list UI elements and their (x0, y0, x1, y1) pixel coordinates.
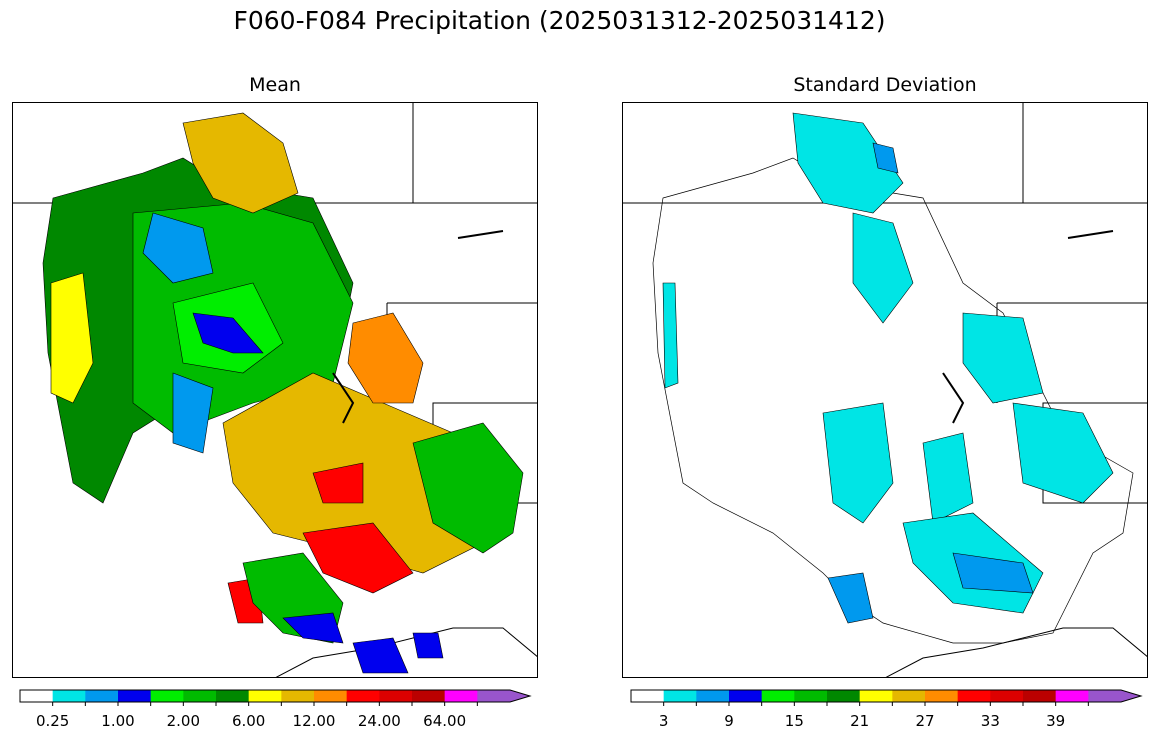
colorbar-outline (630, 689, 1143, 703)
region-nevada-low-2 (172, 372, 214, 454)
lake-line (457, 230, 504, 239)
colorbar-segment (412, 690, 446, 702)
colorbar-segment (892, 690, 926, 702)
colorbar-segment (761, 690, 795, 702)
region-southeast-green (412, 422, 524, 554)
colorbar-segment (52, 690, 86, 702)
mean-map (12, 102, 538, 678)
region-utah-high (312, 462, 364, 504)
colorbar-tick-label: 24.00 (357, 712, 401, 730)
region-arizona-high (302, 522, 414, 594)
std-coast-strip (662, 282, 679, 389)
std-map (622, 102, 1148, 678)
colorbar-outline (19, 689, 532, 703)
colorbar-tick-label: 21 (850, 712, 870, 730)
colorbar-segment (248, 690, 282, 702)
colorbar-tick-label: 6.00 (231, 712, 266, 730)
colorbar-segment (859, 690, 893, 702)
colorbar-segment (663, 690, 697, 702)
colorbar-tick-label: 9 (724, 712, 734, 730)
std-rockies (852, 212, 914, 324)
std-great-basin (822, 402, 894, 524)
std-rockies-east (962, 312, 1044, 404)
region-mexico-low (282, 612, 344, 644)
std-canada-north (792, 112, 904, 214)
colorbar-segment (1023, 690, 1057, 702)
colorbar-segment (794, 690, 828, 702)
colorbar-segment (346, 690, 380, 702)
colorbar-tick-label: 33 (980, 712, 1000, 730)
colorbar-segment (314, 690, 348, 702)
colorbar-segment (20, 690, 54, 702)
region-canada-north (182, 112, 299, 214)
std-socal (827, 572, 874, 624)
std-arizona-peak (952, 552, 1034, 594)
colorbar-segment (827, 690, 861, 702)
mexico-border-line (275, 627, 537, 677)
colorbar-tick-label: 15 (784, 712, 804, 730)
std-colorbar (630, 689, 1143, 706)
colorbar-segment (379, 690, 413, 702)
colorbar-segment (729, 690, 763, 702)
figure-title: F060-F084 Precipitation (2025031312-2025… (233, 6, 886, 35)
region-mexico-low-3 (412, 632, 444, 659)
mexico-border-line (885, 627, 1147, 677)
colorbar-segment (477, 690, 530, 702)
colorbar-tick-label: 2.00 (166, 712, 201, 730)
colorbar-segment (444, 690, 478, 702)
colorbar-segment (925, 690, 959, 702)
colorbar-segment (216, 690, 250, 702)
colorbar-segment (957, 690, 991, 702)
mean-map-canvas (13, 103, 537, 677)
colorbar-segment (150, 690, 184, 702)
colorbar-segment (118, 690, 152, 702)
lake-line (1067, 230, 1114, 239)
colorbar-segment (183, 690, 217, 702)
colorbar-segment (696, 690, 730, 702)
mean-colorbar (19, 689, 532, 706)
colorbar-tick-label: 64.00 (423, 712, 467, 730)
std-map-canvas (623, 103, 1147, 677)
colorbar-tick-label: 3 (658, 712, 669, 730)
std-canada-north-peak (872, 142, 899, 174)
colorbar-segment (281, 690, 315, 702)
colorbar-segment (1088, 690, 1141, 702)
great-salt-lake-line (942, 372, 965, 424)
colorbar-segment (631, 690, 665, 702)
colorbar-tick-label: 0.25 (35, 712, 70, 730)
colorbar-tick-label: 27 (915, 712, 935, 730)
std-colorbar-svg (630, 689, 1143, 706)
std-great-basin-2 (922, 432, 974, 524)
colorbar-segment (85, 690, 119, 702)
colorbar-tick-label: 1.00 (101, 712, 135, 730)
region-nevada-low (142, 212, 214, 284)
colorbar-tick-label: 39 (1046, 712, 1066, 730)
mean-panel-title: Mean (249, 74, 301, 96)
std-southeast (1012, 402, 1114, 504)
region-mexico-low-2 (352, 637, 409, 674)
colorbar-tick-label: 12.00 (292, 712, 336, 730)
mean-colorbar-svg (19, 689, 532, 706)
region-oregon-coast-dry (50, 272, 94, 404)
colorbar-segment (990, 690, 1024, 702)
region-colorado-orange (347, 312, 424, 404)
region-central-idaho-low (192, 312, 264, 354)
colorbar-segment (1055, 690, 1089, 702)
great-salt-lake-line (332, 372, 355, 424)
std-panel-title: Standard Deviation (793, 74, 977, 96)
